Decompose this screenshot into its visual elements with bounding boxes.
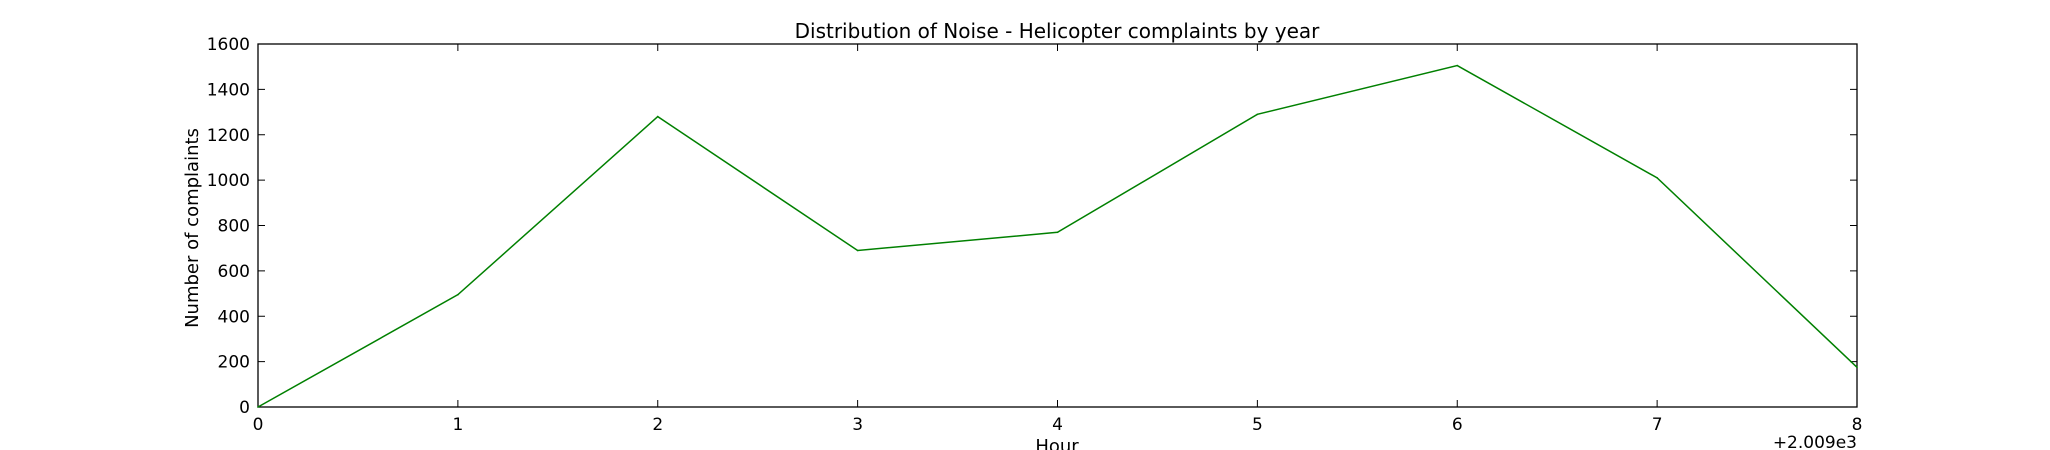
x-tick-label: 2: [652, 415, 663, 435]
y-tick-label: 600: [218, 262, 250, 282]
y-tick-label: 200: [218, 353, 250, 373]
data-point: [1056, 231, 1059, 234]
plot-area: 0 200 400 600 800 1000 1200 1400 1600 0 1 2 3 4 5 6 7 8: [207, 35, 1863, 435]
data-point: [1456, 64, 1459, 67]
data-point: [1256, 113, 1259, 116]
data-point: [856, 249, 859, 252]
data-point: [457, 293, 459, 296]
x-tick-label: 3: [852, 415, 863, 435]
series-line: [257, 64, 1858, 408]
x-tick-label: 5: [1252, 415, 1263, 435]
x-axis-offset-label: +2.009e3: [1773, 433, 1857, 450]
data-point: [656, 115, 659, 118]
x-tick-label: 8: [1852, 415, 1863, 435]
y-tick-label: 1600: [207, 35, 250, 55]
y-tick-label: 0: [239, 398, 250, 418]
x-tick-label: 7: [1652, 415, 1663, 435]
y-tick-label: 1000: [207, 171, 250, 191]
y-tick-label: 1400: [207, 80, 250, 100]
plot-frame: [257, 43, 1858, 408]
x-tick-label: 0: [253, 415, 264, 435]
y-tick-label: 1200: [207, 126, 250, 146]
y-tick-label: 400: [218, 307, 250, 327]
chart-title: Distribution of Noise - Helicopter compl…: [795, 19, 1321, 43]
data-point: [257, 406, 259, 408]
data-point: [1656, 177, 1658, 179]
y-axis-label: Number of complaints: [182, 128, 203, 328]
data-point: [1856, 366, 1858, 369]
x-tick-label: 6: [1452, 415, 1463, 435]
x-axis-label: Hour: [1035, 436, 1079, 450]
x-tick-label: 4: [1052, 415, 1063, 435]
x-tick-label: 1: [452, 415, 463, 435]
y-tick-label: 800: [218, 217, 250, 237]
